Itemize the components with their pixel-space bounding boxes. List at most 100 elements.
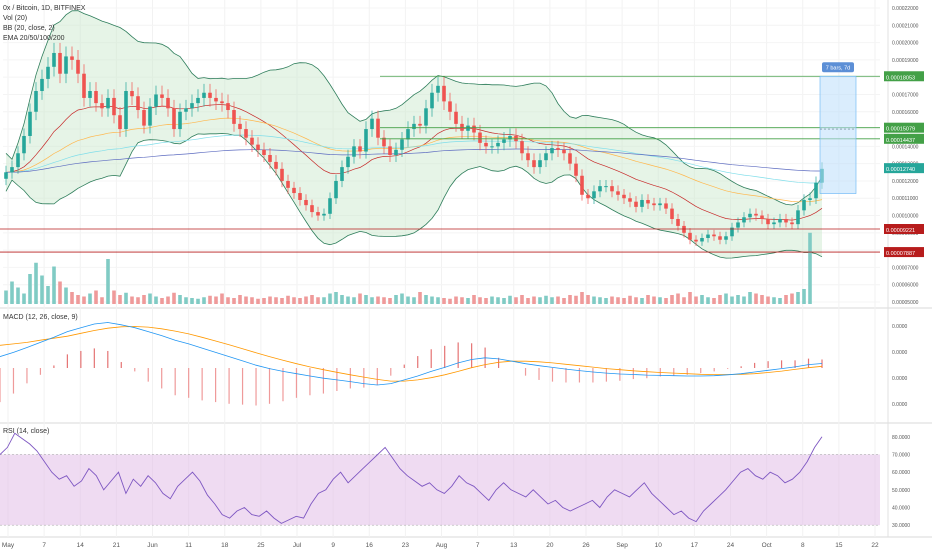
y-tick-label-15: 0.00007000 bbox=[892, 265, 919, 271]
volume-bar-4 bbox=[28, 274, 32, 304]
volume-bar-124 bbox=[748, 292, 752, 304]
candle-43 bbox=[262, 149, 266, 155]
candle-105 bbox=[634, 201, 638, 207]
volume-bar-58 bbox=[352, 297, 356, 304]
x-tick-label-2: 14 bbox=[77, 542, 85, 549]
volume-bar-69 bbox=[418, 292, 422, 304]
measure-label: 7 bars, 7d bbox=[826, 65, 850, 71]
candle-6 bbox=[40, 78, 44, 92]
candle-131 bbox=[790, 222, 794, 225]
volume-bar-41 bbox=[250, 297, 254, 304]
volume-bar-93 bbox=[562, 298, 566, 304]
candle-95 bbox=[574, 163, 578, 176]
volume-bar-117 bbox=[706, 297, 710, 304]
volume-bar-36 bbox=[220, 293, 224, 304]
volume-bar-17 bbox=[106, 259, 110, 304]
candle-31 bbox=[190, 103, 194, 109]
x-tick-label-16: 26 bbox=[582, 542, 590, 549]
volume-bar-0 bbox=[4, 290, 8, 304]
y-tick-label-17: 0.00005000 bbox=[892, 300, 919, 306]
candle-9 bbox=[58, 52, 62, 74]
ema-100-line bbox=[5, 134, 823, 184]
candle-10 bbox=[64, 56, 68, 74]
level-label-5: 0.00007887 bbox=[886, 251, 915, 257]
candle-123 bbox=[742, 217, 746, 223]
volume-bar-105 bbox=[634, 297, 638, 304]
y-tick-label-1: 0.00021000 bbox=[892, 23, 919, 29]
level-badge-1 bbox=[884, 122, 924, 133]
volume-bar-128 bbox=[772, 297, 776, 304]
candle-114 bbox=[688, 232, 692, 240]
candle-68 bbox=[412, 123, 416, 130]
candle-80 bbox=[484, 142, 488, 147]
candle-23 bbox=[142, 110, 146, 126]
volume-bar-113 bbox=[682, 297, 686, 304]
volume-bar-19 bbox=[118, 295, 122, 304]
x-tick-label-13: 7 bbox=[476, 542, 480, 549]
volume-bar-9 bbox=[58, 281, 62, 304]
candle-5 bbox=[34, 91, 38, 112]
candle-60 bbox=[364, 129, 368, 152]
volume-bar-53 bbox=[322, 297, 326, 304]
candle-21 bbox=[130, 91, 134, 97]
volume-bar-125 bbox=[754, 293, 758, 304]
level-badge-3 bbox=[884, 163, 924, 174]
volume-bar-50 bbox=[304, 296, 308, 304]
volume-bar-63 bbox=[382, 297, 386, 304]
volume-bar-70 bbox=[424, 295, 428, 304]
volume-bar-21 bbox=[130, 296, 134, 304]
macd-tick-label-3: 0.0000 bbox=[892, 402, 908, 408]
candle-72 bbox=[436, 85, 440, 93]
volume-bar-60 bbox=[364, 295, 368, 304]
candle-79 bbox=[478, 132, 482, 143]
level-label-2: 0.00014437 bbox=[886, 138, 915, 144]
x-tick-label-18: 10 bbox=[655, 542, 663, 549]
level-label-4: 0.00009221 bbox=[886, 228, 915, 234]
volume-bar-14 bbox=[88, 293, 92, 304]
volume-bar-111 bbox=[670, 295, 674, 304]
x-tick-label-1: 7 bbox=[42, 542, 46, 549]
candle-30 bbox=[184, 108, 188, 112]
legend-main: 0x / Bitcoin, 1D, BITFINEX Vol (20) BB (… bbox=[3, 4, 85, 44]
volume-bar-35 bbox=[214, 296, 218, 304]
volume-bar-81 bbox=[490, 296, 494, 304]
candle-49 bbox=[298, 193, 302, 200]
candle-134 bbox=[808, 198, 812, 200]
volume-bar-40 bbox=[244, 296, 248, 304]
volume-bar-96 bbox=[580, 292, 584, 304]
candle-117 bbox=[706, 234, 710, 239]
x-tick-label-3: 21 bbox=[113, 542, 121, 549]
volume-bar-90 bbox=[544, 295, 548, 304]
legend-indicator-ema: EMA 20/50/100/200 bbox=[3, 35, 65, 42]
volume-bar-22 bbox=[136, 297, 140, 304]
candle-77 bbox=[466, 125, 470, 131]
volume-bar-72 bbox=[436, 297, 440, 304]
level-label-1: 0.00015079 bbox=[886, 127, 915, 133]
legend-indicator-bb: BB (20, close, 2) bbox=[3, 25, 55, 32]
volume-bar-84 bbox=[508, 295, 512, 304]
volume-bar-86 bbox=[520, 295, 524, 304]
legend-macd: MACD (12, 26, close, 9) bbox=[3, 313, 78, 323]
volume-bar-5 bbox=[34, 262, 38, 304]
candle-8 bbox=[52, 52, 56, 67]
candle-27 bbox=[166, 97, 170, 109]
macd-line bbox=[0, 322, 823, 386]
volume-bar-127 bbox=[766, 296, 770, 304]
candle-94 bbox=[568, 153, 572, 164]
candle-63 bbox=[382, 137, 386, 147]
y-tick-label-0: 0.00022000 bbox=[892, 6, 919, 12]
x-tick-label-21: Oct bbox=[762, 542, 772, 549]
volume-bar-75 bbox=[454, 296, 458, 304]
candle-70 bbox=[424, 108, 428, 126]
candle-61 bbox=[370, 118, 374, 130]
volume-bar-13 bbox=[82, 296, 86, 304]
volume-bar-89 bbox=[538, 297, 542, 304]
candle-54 bbox=[328, 198, 332, 214]
level-badge-2 bbox=[884, 133, 924, 144]
macd-signal-line bbox=[0, 326, 823, 382]
candle-100 bbox=[604, 186, 608, 188]
candle-67 bbox=[406, 129, 410, 140]
volume-bar-66 bbox=[400, 293, 404, 304]
